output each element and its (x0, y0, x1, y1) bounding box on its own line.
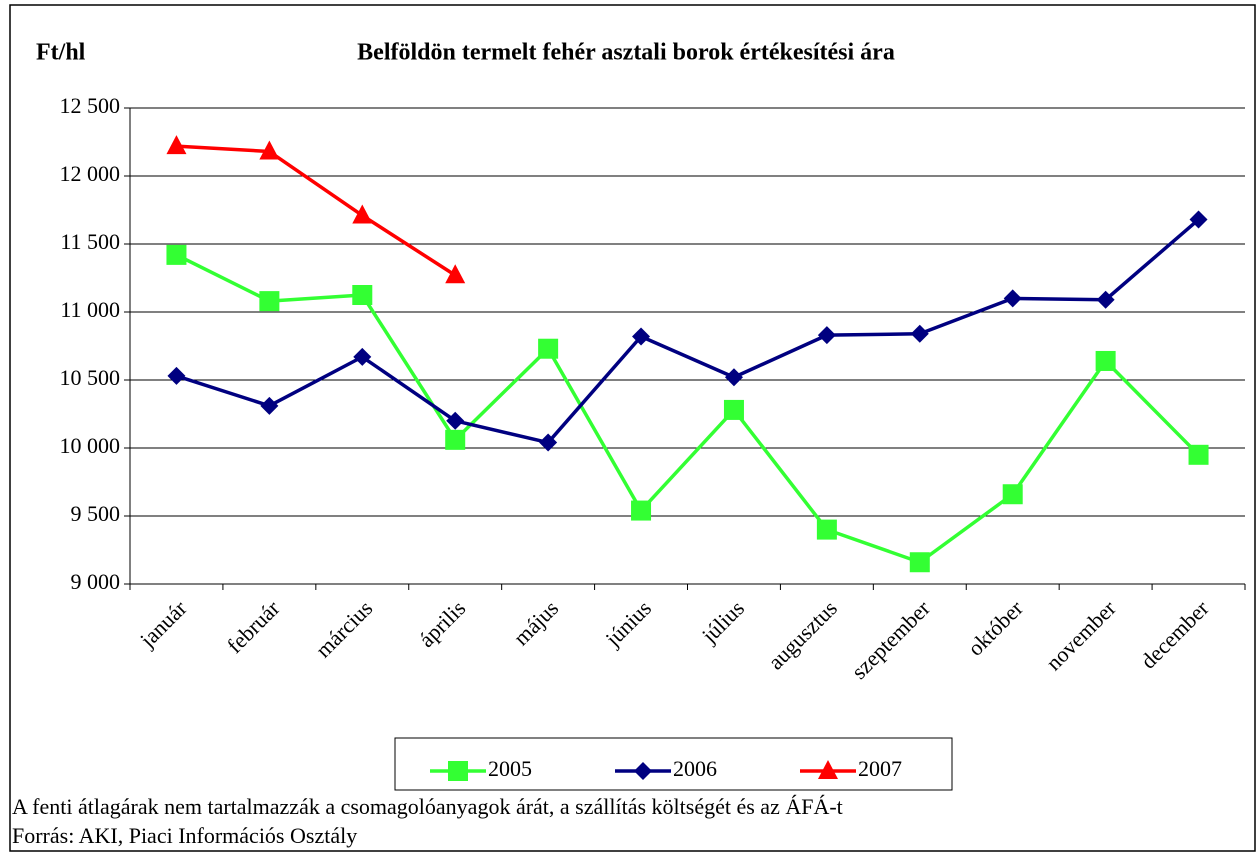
marker (816, 519, 837, 540)
y-axis-label: Ft/hl (36, 40, 86, 66)
marker (352, 204, 373, 224)
marker (445, 429, 466, 450)
marker (1095, 350, 1116, 371)
marker (724, 368, 743, 387)
legend-label: 2005 (488, 756, 532, 781)
marker (818, 760, 838, 779)
marker (910, 324, 929, 343)
marker (260, 396, 279, 415)
chart-frame (9, 4, 1256, 852)
marker (446, 411, 465, 430)
marker (259, 291, 280, 312)
y-tick-label: 10 500 (60, 365, 121, 390)
series-line (176, 144, 457, 277)
marker (539, 433, 558, 452)
y-tick-label: 12 000 (60, 161, 121, 186)
marker (909, 552, 930, 573)
marker (445, 264, 466, 284)
marker (352, 285, 373, 305)
y-tick-label: 11 500 (60, 229, 120, 254)
y-tick-label: 9 500 (71, 501, 121, 526)
marker (166, 244, 187, 265)
y-tick-label: 11 000 (60, 297, 120, 322)
marker (353, 347, 372, 366)
y-tick-label: 10 000 (60, 433, 121, 458)
series-line (175, 253, 1200, 564)
marker (1096, 290, 1115, 309)
marker (817, 326, 836, 345)
legend-box (394, 737, 953, 791)
y-tick-label: 9 000 (71, 569, 121, 594)
marker (448, 761, 468, 781)
marker (167, 366, 186, 385)
series-line (175, 218, 1200, 445)
marker (538, 338, 559, 359)
footnote: A fenti átlagárak nem tartalmazzák a cso… (12, 794, 843, 819)
source-note: Forrás: AKI, Piaci Információs Osztály (12, 823, 357, 848)
marker (259, 140, 280, 160)
marker (1188, 444, 1209, 465)
marker (166, 135, 187, 155)
marker (631, 500, 652, 521)
legend-label: 2006 (673, 756, 717, 781)
legend-label: 2007 (858, 756, 902, 781)
marker (723, 399, 744, 420)
chart-title: Belföldön termelt fehér asztali borok ér… (357, 40, 895, 66)
marker (632, 327, 651, 346)
marker (634, 762, 652, 780)
marker (1003, 289, 1022, 308)
marker (1189, 210, 1208, 229)
marker (1002, 484, 1023, 505)
y-tick-label: 12 500 (60, 93, 121, 118)
